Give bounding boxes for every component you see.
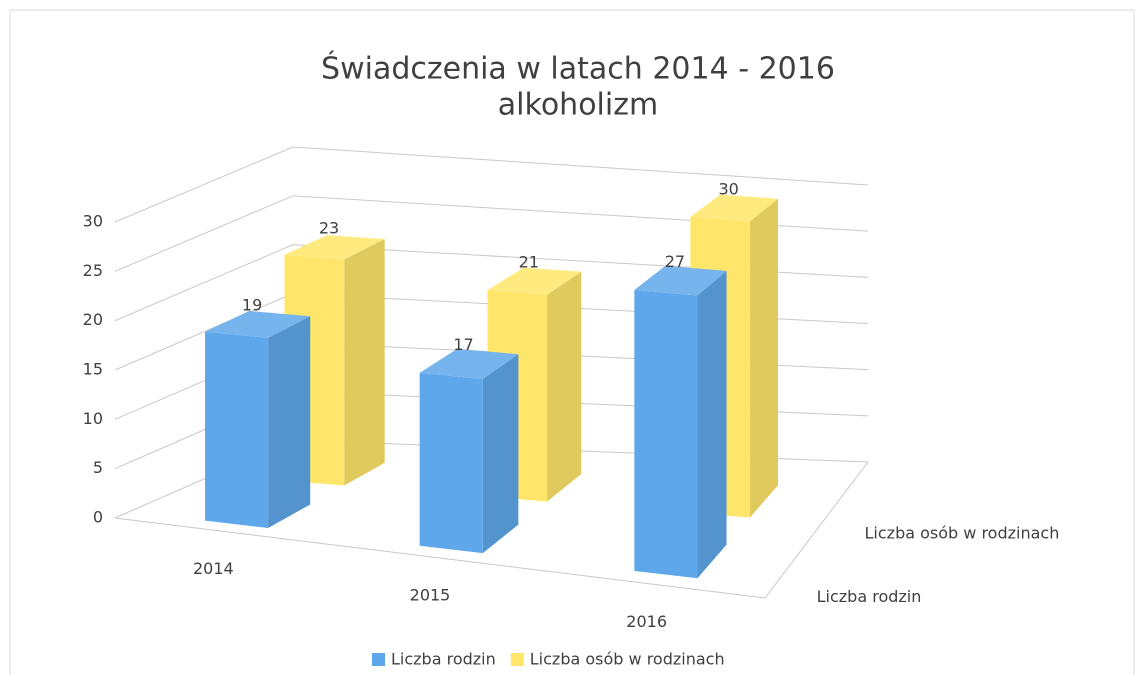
bar-top: [419, 348, 519, 380]
legend-swatch: [372, 653, 385, 666]
chart-title: Świadczenia w latach 2014 - 2016: [321, 50, 835, 87]
y-tick-label: 20: [83, 310, 103, 329]
bar: [634, 265, 727, 579]
grid-line: [114, 146, 869, 223]
bar-top: [284, 235, 385, 260]
bar-side: [547, 271, 582, 502]
y-tick-label: 0: [93, 508, 103, 527]
legend-swatch: [510, 653, 524, 666]
bar-front: [634, 290, 698, 579]
y-tick-label: 15: [83, 360, 103, 379]
bar-side: [344, 239, 385, 486]
bar-front: [419, 372, 483, 554]
bar-side: [268, 316, 311, 529]
x-tick-label: 2014: [193, 559, 234, 578]
bar-top: [690, 194, 778, 222]
depth-tick-label: Liczba rodzin: [817, 587, 922, 606]
bar-side: [750, 198, 778, 518]
legend-label: Liczba osób w rodzinach: [530, 650, 725, 669]
y-tick-label: 30: [83, 212, 103, 231]
data-label: 23: [319, 219, 339, 238]
bar-top: [634, 265, 727, 296]
grid-line: [114, 195, 869, 272]
x-tick-label: 2015: [410, 586, 451, 605]
bar: [419, 348, 519, 554]
floor-edge: [114, 461, 869, 599]
data-label: 19: [242, 296, 262, 315]
legend-label: Liczba rodzin: [391, 650, 496, 669]
chart-subtitle: alkoholizm: [498, 88, 658, 123]
depth-tick-label: Liczba osób w rodzinach: [865, 524, 1060, 543]
bar-side: [697, 270, 727, 579]
bar-top: [487, 267, 582, 295]
chart-frame: [9, 9, 1135, 675]
y-tick-label: 25: [83, 261, 103, 280]
data-label: 21: [519, 253, 539, 272]
bar-front: [205, 331, 269, 529]
y-tick-label: 10: [83, 409, 103, 428]
bar-side: [482, 354, 519, 554]
y-tick-label: 5: [93, 458, 103, 477]
bar: [205, 310, 311, 529]
grid-line: [114, 244, 869, 322]
data-label: 30: [718, 179, 738, 198]
data-label: 17: [453, 335, 473, 354]
bar-top: [205, 310, 311, 338]
x-tick-label: 2016: [626, 612, 667, 631]
data-label: 27: [665, 252, 685, 271]
